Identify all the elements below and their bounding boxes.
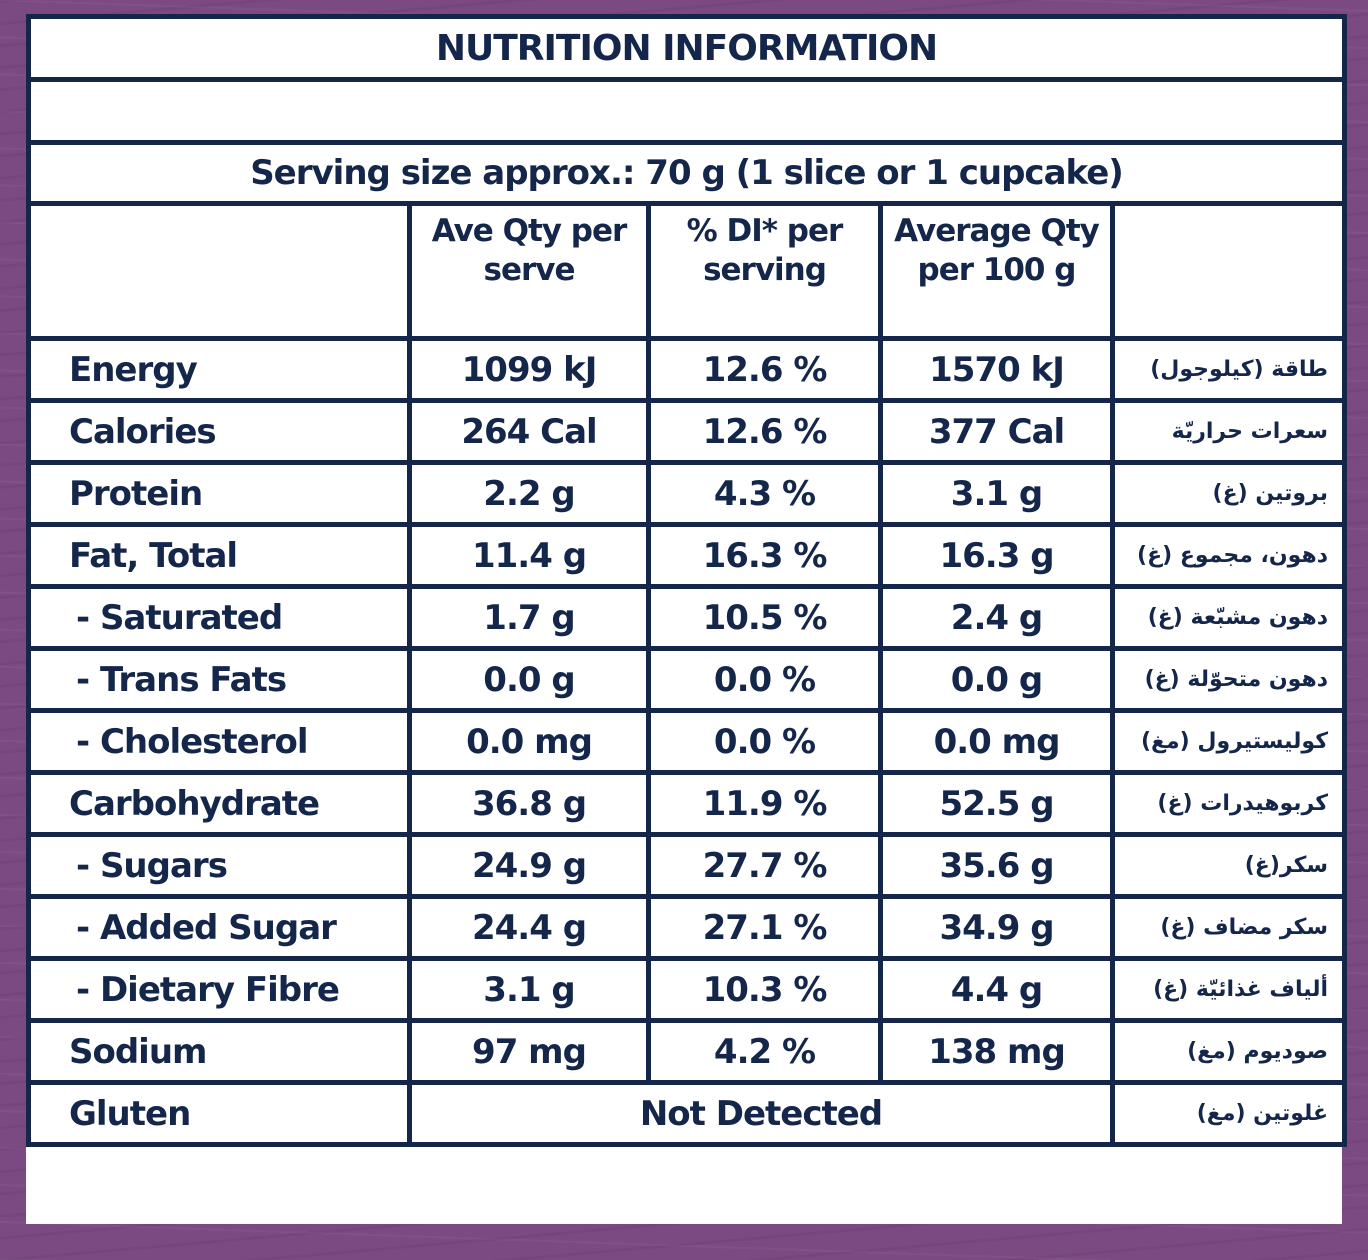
nutrient-name: - Added Sugar: [26, 894, 412, 961]
nutrient-name-arabic: كوليستيرول (مغ): [1109, 708, 1348, 775]
table-row-gluten: Gluten Not Detected غلوتين (مغ): [26, 1080, 1348, 1147]
qty-per-100g: 16.3 g: [878, 522, 1115, 589]
gluten-value: Not Detected: [407, 1080, 1115, 1147]
qty-per-serve: 0.0 mg: [407, 708, 651, 775]
nutrient-name: - Dietary Fibre: [26, 956, 412, 1023]
qty-per-serve: 11.4 g: [407, 522, 651, 589]
nutrient-name-arabic: صوديوم (مغ): [1109, 1018, 1348, 1085]
percent-di: 27.1 %: [646, 894, 883, 961]
table-row: - Trans Fats 0.0 g 0.0 % 0.0 g دهون متحوّلة …: [26, 646, 1348, 713]
qty-per-serve: 1.7 g: [407, 584, 651, 651]
nutrient-name: Calories: [26, 398, 412, 465]
qty-per-100g: 0.0 g: [878, 646, 1115, 713]
qty-per-100g: 2.4 g: [878, 584, 1115, 651]
nutrition-table: NUTRITION INFORMATION Serving size appro…: [25, 14, 1348, 1147]
nutrient-name: Gluten: [26, 1080, 412, 1147]
percent-di: 10.3 %: [646, 956, 883, 1023]
qty-per-serve: 24.9 g: [407, 832, 651, 899]
percent-di: 12.6 %: [646, 336, 883, 403]
header-cell: [26, 201, 412, 341]
percent-di: 11.9 %: [646, 770, 883, 837]
table-row: - Sugars 24.9 g 27.7 % 35.6 g سكر(غ): [26, 832, 1348, 899]
percent-di: 4.2 %: [646, 1018, 883, 1085]
nutrient-name: Sodium: [26, 1018, 412, 1085]
nutrient-name-arabic: دهون مشبّعة (غ): [1109, 584, 1348, 651]
nutrient-name: - Trans Fats: [26, 646, 412, 713]
nutrient-name-arabic: طاقة (كيلوجول): [1109, 336, 1348, 403]
table-row: Calories 264 Cal 12.6 % 377 Cal سعرات حراريّ…: [26, 398, 1348, 465]
nutrient-name: Fat, Total: [26, 522, 412, 589]
table-row: Carbohydrate 36.8 g 11.9 % 52.5 g كربوهيدرات…: [26, 770, 1348, 837]
header-qty-per-100g: Average Qty per 100 g: [878, 201, 1115, 341]
nutrient-name-arabic: دهون، مجموع (غ): [1109, 522, 1348, 589]
nutrient-name: - Cholesterol: [26, 708, 412, 775]
nutrient-name-arabic: سكر مضاف (غ): [1109, 894, 1348, 961]
nutrient-name: - Saturated: [26, 584, 412, 651]
nutrient-name: Protein: [26, 460, 412, 527]
qty-per-serve: 264 Cal: [407, 398, 651, 465]
qty-per-serve: 1099 kJ: [407, 336, 651, 403]
table-row: - Added Sugar 24.4 g 27.1 % 34.9 g سكر مضاف …: [26, 894, 1348, 961]
qty-per-100g: 138 mg: [878, 1018, 1115, 1085]
nutrient-name: Energy: [26, 336, 412, 403]
serving-size: Serving size approx.: 70 g (1 slice or 1…: [25, 140, 1348, 206]
nutrient-name-arabic: ألياف غذائيّة (غ): [1109, 956, 1348, 1023]
qty-per-100g: 52.5 g: [878, 770, 1115, 837]
nutrition-panel: NUTRITION INFORMATION Serving size appro…: [25, 14, 1348, 1224]
qty-per-serve: 2.2 g: [407, 460, 651, 527]
qty-per-100g: 3.1 g: [878, 460, 1115, 527]
nutrient-name-arabic: دهون متحوّلة (غ): [1109, 646, 1348, 713]
table-title: NUTRITION INFORMATION: [25, 14, 1348, 82]
percent-di: 27.7 %: [646, 832, 883, 899]
header-percent-di: % DI* per serving: [646, 201, 883, 341]
qty-per-serve: 0.0 g: [407, 646, 651, 713]
qty-per-serve: 24.4 g: [407, 894, 651, 961]
table-row: Protein 2.2 g 4.3 % 3.1 g بروتين (غ): [26, 460, 1348, 527]
percent-di: 10.5 %: [646, 584, 883, 651]
header-row: Ave Qty per serve % DI* per serving Aver…: [26, 201, 1348, 341]
qty-per-100g: 4.4 g: [878, 956, 1115, 1023]
qty-per-100g: 0.0 mg: [878, 708, 1115, 775]
nutrient-name: Carbohydrate: [26, 770, 412, 837]
percent-di: 12.6 %: [646, 398, 883, 465]
nutrient-name-arabic: غلوتين (مغ): [1109, 1080, 1348, 1147]
qty-per-100g: 377 Cal: [878, 398, 1115, 465]
qty-per-serve: 97 mg: [407, 1018, 651, 1085]
nutrient-name-arabic: سكر(غ): [1109, 832, 1348, 899]
percent-di: 0.0 %: [646, 646, 883, 713]
table-row: Energy 1099 kJ 12.6 % 1570 kJ طاقة (كيلوجول): [26, 336, 1348, 403]
blank-row: [25, 77, 1348, 145]
percent-di: 0.0 %: [646, 708, 883, 775]
nutrient-name: - Sugars: [26, 832, 412, 899]
nutrient-name-arabic: كربوهيدرات (غ): [1109, 770, 1348, 837]
percent-di: 4.3 %: [646, 460, 883, 527]
qty-per-100g: 34.9 g: [878, 894, 1115, 961]
percent-di: 16.3 %: [646, 522, 883, 589]
qty-per-100g: 35.6 g: [878, 832, 1115, 899]
qty-per-serve: 3.1 g: [407, 956, 651, 1023]
table-row: - Saturated 1.7 g 10.5 % 2.4 g دهون مشبّعة (…: [26, 584, 1348, 651]
table-row: - Dietary Fibre 3.1 g 10.3 % 4.4 g ألياف غذا…: [26, 956, 1348, 1023]
qty-per-serve: 36.8 g: [407, 770, 651, 837]
header-ave-qty-serve: Ave Qty per serve: [407, 201, 651, 341]
header-cell: [1109, 201, 1348, 341]
table-row: Fat, Total 11.4 g 16.3 % 16.3 g دهون، مجموع …: [26, 522, 1348, 589]
table-row: Sodium 97 mg 4.2 % 138 mg صوديوم (مغ): [26, 1018, 1348, 1085]
nutrient-name-arabic: بروتين (غ): [1109, 460, 1348, 527]
qty-per-100g: 1570 kJ: [878, 336, 1115, 403]
table-row: - Cholesterol 0.0 mg 0.0 % 0.0 mg كوليستيرول…: [26, 708, 1348, 775]
nutrient-name-arabic: سعرات حراريّة: [1109, 398, 1348, 465]
